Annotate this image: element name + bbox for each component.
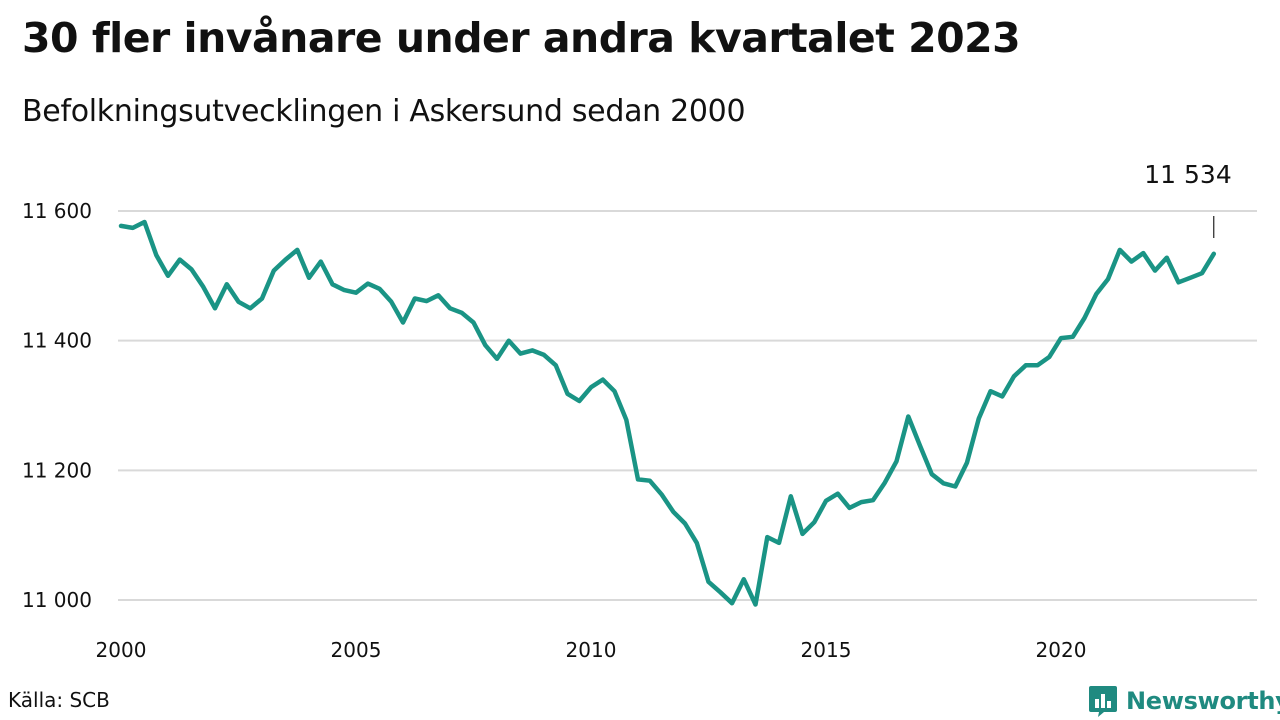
y-axis-ticks: 11 000 11 200 11 400 11 600: [22, 199, 92, 612]
chart-title: 30 fler invånare under andra kvartalet 2…: [22, 14, 1021, 62]
series-group: [118, 219, 1217, 607]
x-tick-label: 2000: [96, 638, 147, 662]
annotation-label: 11 534: [1144, 160, 1231, 189]
x-tick-label: 2015: [801, 638, 852, 662]
gridlines: [118, 210, 1257, 601]
y-tick-label: 11 400: [22, 329, 92, 353]
x-tick-label: 2005: [331, 638, 382, 662]
brand-name: Newsworthy: [1126, 687, 1280, 715]
annotation-group: 11 534: [1144, 160, 1232, 238]
brand-logo[interactable]: Newsworthy: [1088, 684, 1280, 718]
y-tick-label: 11 600: [22, 199, 92, 223]
source-note: Källa: SCB: [8, 688, 110, 712]
y-tick-label: 11 000: [22, 588, 92, 612]
y-tick-label: 11 200: [22, 458, 92, 482]
x-tick-label: 2010: [566, 638, 617, 662]
chart-subtitle: Befolkningsutvecklingen i Askersund seda…: [22, 94, 746, 129]
bar-chart-logo-icon: [1089, 686, 1117, 717]
x-axis-ticks: 2000 2005 2010 2015 2020: [96, 638, 1087, 662]
x-tick-label: 2020: [1036, 638, 1087, 662]
series-line: [118, 219, 1217, 607]
